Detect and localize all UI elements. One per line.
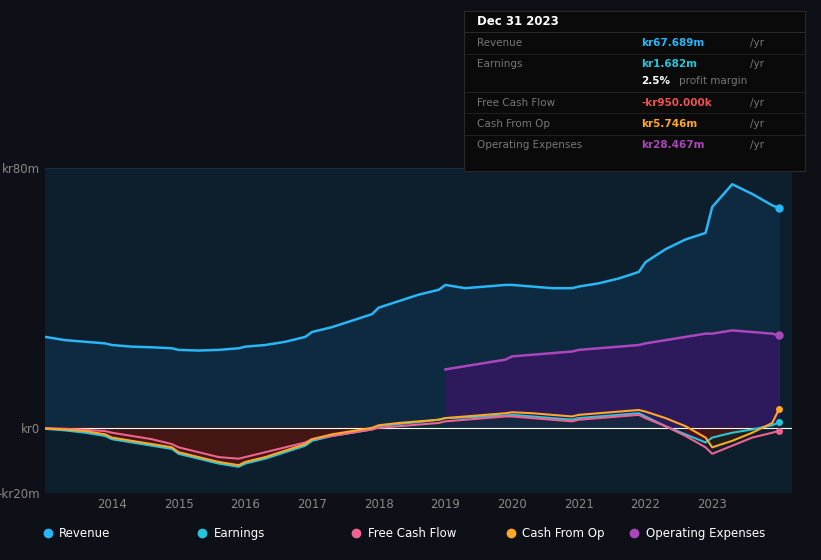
Text: 2.5%: 2.5%	[641, 76, 670, 86]
Text: kr1.682m: kr1.682m	[641, 59, 697, 69]
Text: Cash From Op: Cash From Op	[522, 527, 605, 540]
Text: kr28.467m: kr28.467m	[641, 140, 704, 150]
Text: Dec 31 2023: Dec 31 2023	[478, 15, 559, 29]
Text: Operating Expenses: Operating Expenses	[646, 527, 765, 540]
Text: /yr: /yr	[750, 38, 764, 48]
Text: Cash From Op: Cash From Op	[478, 119, 551, 129]
Text: -kr950.000k: -kr950.000k	[641, 97, 712, 108]
Text: /yr: /yr	[750, 119, 764, 129]
Text: Revenue: Revenue	[59, 527, 111, 540]
Text: Free Cash Flow: Free Cash Flow	[368, 527, 456, 540]
Text: Earnings: Earnings	[478, 59, 523, 69]
Text: Earnings: Earnings	[213, 527, 265, 540]
Text: kr67.689m: kr67.689m	[641, 38, 704, 48]
Text: Revenue: Revenue	[478, 38, 523, 48]
Text: kr5.746m: kr5.746m	[641, 119, 697, 129]
Text: Operating Expenses: Operating Expenses	[478, 140, 583, 150]
Text: profit margin: profit margin	[678, 76, 747, 86]
Text: Free Cash Flow: Free Cash Flow	[478, 97, 556, 108]
Text: /yr: /yr	[750, 59, 764, 69]
Text: /yr: /yr	[750, 140, 764, 150]
Text: /yr: /yr	[750, 97, 764, 108]
